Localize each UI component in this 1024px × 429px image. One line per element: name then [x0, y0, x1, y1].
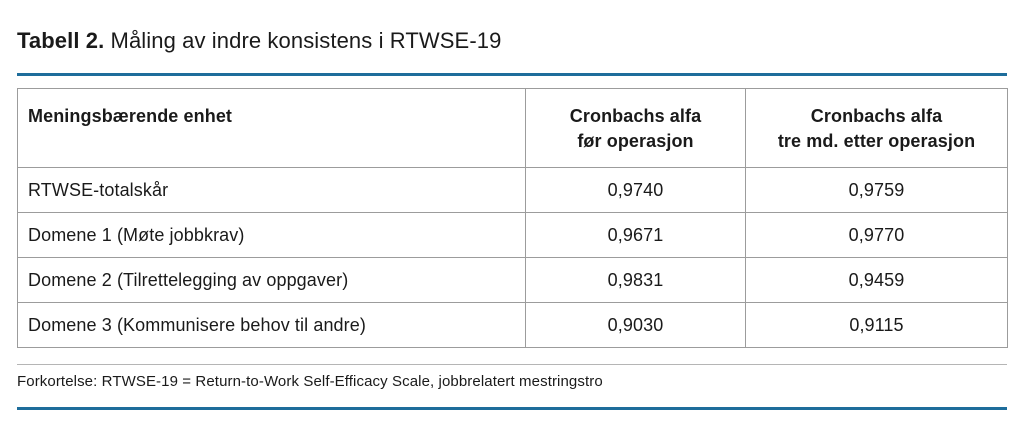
consistency-table: Meningsbærende enhet Cronbachs alfa før …	[17, 88, 1008, 348]
table-caption-text: Måling av indre konsistens i RTWSE-19	[104, 28, 502, 53]
column-header-line: Cronbachs alfa	[810, 106, 943, 126]
abbreviation-footnote: Forkortelse: RTWSE-19 = Return-to-Work S…	[17, 373, 603, 390]
table-row: Domene 3 (Kommunisere behov til andre) 0…	[17, 302, 1008, 348]
alpha-before-value: 0,9671	[525, 212, 746, 258]
column-header-unit: Meningsbærende enhet	[17, 88, 526, 168]
row-label: RTWSE-totalskår	[17, 167, 526, 213]
table-caption-number: Tabell 2.	[17, 28, 105, 53]
header-row: Meningsbærende enhet Cronbachs alfa før …	[17, 88, 1008, 168]
row-label: Domene 1 (Møte jobbkrav)	[17, 212, 526, 258]
column-header-line: før operasjon	[577, 131, 694, 151]
table-row: Domene 2 (Tilrettelegging av oppgaver) 0…	[17, 257, 1008, 303]
table-figure: Tabell 2. Måling av indre konsistens i R…	[17, 27, 1008, 410]
table-caption: Tabell 2. Måling av indre konsistens i R…	[17, 27, 1007, 55]
alpha-after-value: 0,9759	[745, 167, 1008, 213]
alpha-after-value: 0,9115	[745, 302, 1008, 348]
column-header-alpha-after: Cronbachs alfa tre md. etter operasjon	[745, 88, 1008, 168]
column-header-line: Cronbachs alfa	[569, 106, 702, 126]
row-label: Domene 2 (Tilrettelegging av oppgaver)	[17, 257, 526, 303]
alpha-before-value: 0,9740	[525, 167, 746, 213]
column-header-line: tre md. etter operasjon	[777, 131, 976, 151]
table-row: RTWSE-totalskår 0,9740 0,9759	[17, 167, 1008, 213]
footnote-divider-rule	[17, 364, 1007, 365]
alpha-after-value: 0,9459	[745, 257, 1008, 303]
row-label: Domene 3 (Kommunisere behov til andre)	[17, 302, 526, 348]
column-header-line: Meningsbærende enhet	[28, 106, 233, 126]
alpha-after-value: 0,9770	[745, 212, 1008, 258]
top-accent-rule	[17, 73, 1007, 76]
alpha-before-value: 0,9030	[525, 302, 746, 348]
column-header-alpha-before: Cronbachs alfa før operasjon	[525, 88, 746, 168]
table-row: Domene 1 (Møte jobbkrav) 0,9671 0,9770	[17, 212, 1008, 258]
bottom-accent-rule	[17, 407, 1007, 410]
page: Tabell 2. Måling av indre konsistens i R…	[0, 27, 1024, 410]
alpha-before-value: 0,9831	[525, 257, 746, 303]
